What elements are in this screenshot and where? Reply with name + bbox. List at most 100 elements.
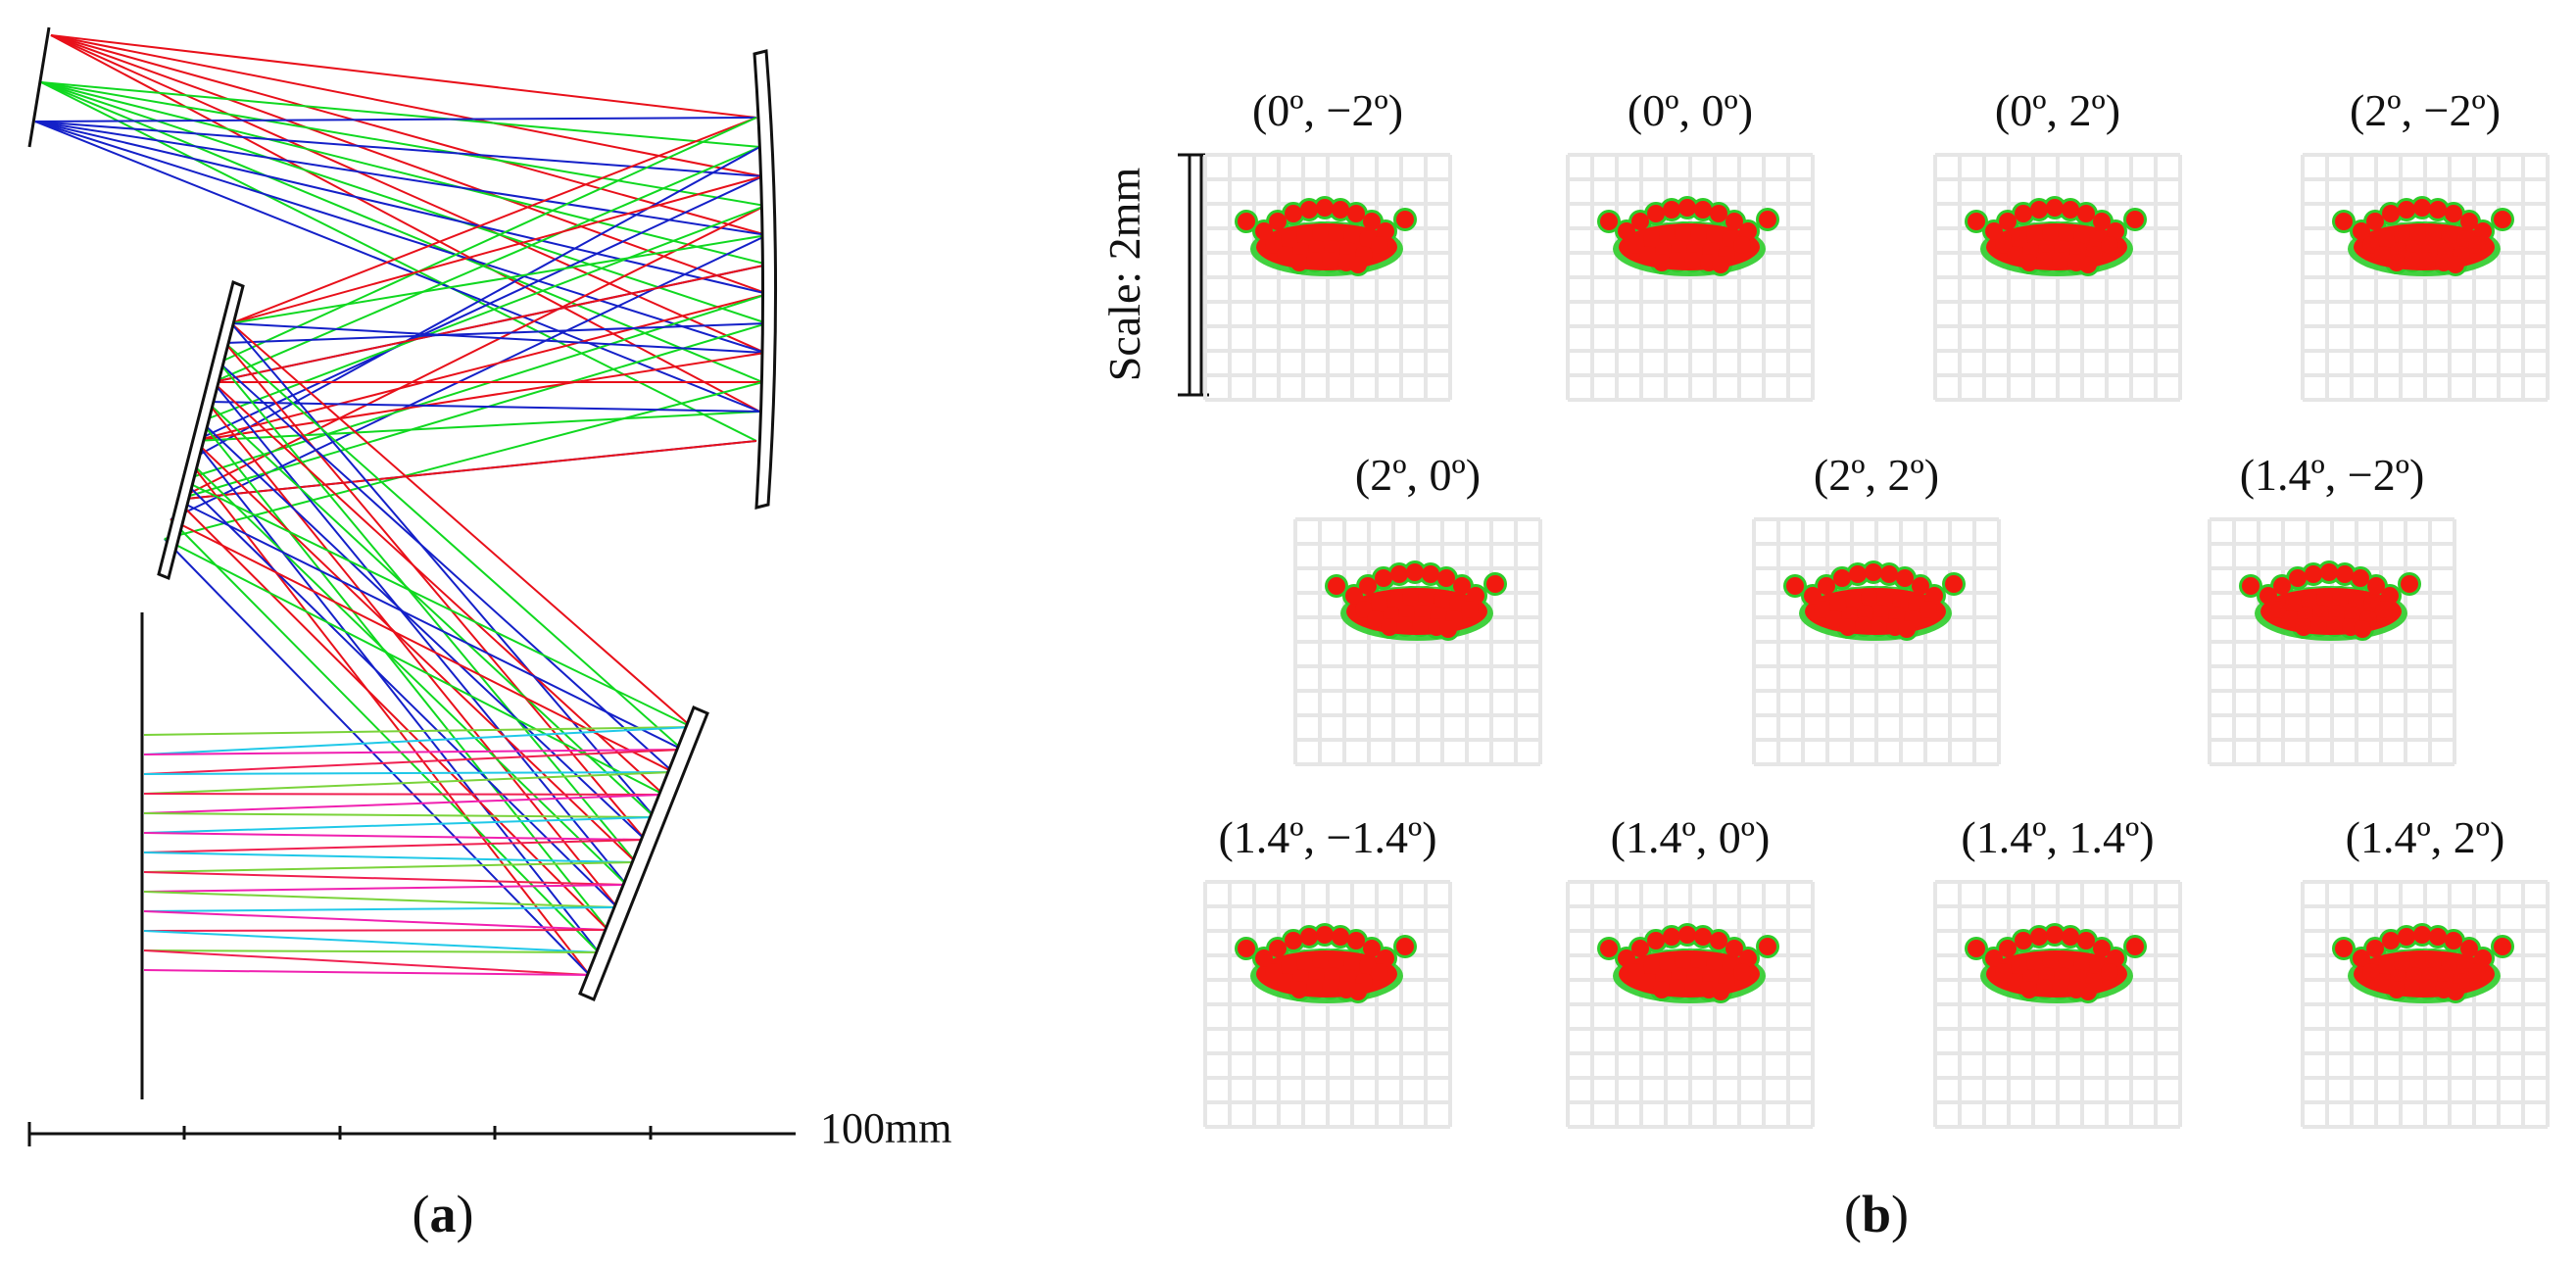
spot-point [1669,979,1686,997]
spot-point [2101,236,2118,254]
spot-point [2494,211,2511,228]
ray-line [143,861,637,873]
ray-line [50,34,766,354]
ray-line [50,34,757,119]
spot-point [1377,222,1394,240]
ray-line [143,884,627,893]
spot-point [2101,963,2118,981]
spot-point [2447,983,2464,1000]
spot-point [2126,211,2144,228]
spot-point [1759,211,1776,228]
spot-point [1290,981,1308,998]
spot-point [2413,199,2431,217]
ray-line [143,812,656,818]
spot-point [1396,616,1414,634]
ray-line [230,322,766,354]
spot-point [1422,565,1439,583]
ray-line [143,832,646,841]
spot-point [1281,957,1298,975]
spot-point [2077,205,2095,222]
scale-bar-label: 100mm [820,1104,951,1152]
spot-point [2030,201,2048,219]
field-angle-label: (1.4º, 2º) [2346,812,2505,862]
spot-point [2445,205,2462,222]
collimator-mirror [753,49,778,510]
spot-point [1328,577,1345,595]
spot-point [2398,201,2415,219]
spot-point [1265,963,1283,981]
spot-point [1375,569,1392,587]
spot-point [2441,953,2458,971]
spot-point [1710,205,1727,222]
spot-point [1968,213,1985,230]
ray-line [40,81,768,324]
spot-point [2310,616,2328,634]
spot-point [1412,616,1430,634]
spot-point [1759,938,1776,955]
spot-point [2382,205,2400,222]
ray-line [224,342,647,841]
spot-point [2348,591,2365,608]
spot-diagram-tile: (2º, 2º) [1752,450,2001,766]
spot-point [1912,577,1929,595]
ray-line [175,499,683,751]
spot-point [1255,222,1273,240]
spot-point [1238,213,1255,230]
spot-diagram-tile: (0º, −2º) [1203,85,1452,402]
spot-point [1678,926,1696,944]
spot-point [1876,589,1894,607]
ray-line [40,81,769,266]
spot-point [2374,246,2392,264]
spot-point [2468,236,2486,254]
spot-point [2316,589,2334,607]
spot-point [2011,230,2028,248]
spot-point [2401,575,2418,593]
ray-line [164,381,763,540]
spot-point [1277,246,1294,264]
spot-point [2425,224,2443,242]
spot-point [2460,213,2478,230]
spot-point [2015,932,2032,949]
spot-point [1332,928,1349,946]
ray-line [175,322,768,501]
ray-line [143,771,674,775]
spot-point [1898,620,1916,638]
ray-line [50,34,763,177]
ray-line [206,401,618,908]
spot-point [1861,589,1878,607]
spot-point [1381,618,1398,636]
spot-point [2413,926,2431,944]
spot-point [2366,940,2384,957]
spot-point [2020,254,2038,271]
spot-point [1406,563,1424,581]
spot-point [1690,224,1708,242]
scale-bar-2mm [1178,153,1209,397]
spot-point [1694,928,1712,946]
spot-point [1855,616,1872,634]
ray-line [34,121,766,354]
spot-point [2036,979,2054,997]
spot-diagram-tile: (0º, 2º) [1933,85,2182,402]
spot-point [1659,953,1677,971]
spot-point [1371,595,1388,612]
field-angle-label: (2º, −2º) [2350,85,2501,135]
spot-point [2260,587,2277,605]
ray-line [143,871,627,886]
spot-point [2052,979,2069,997]
caption-a: (a) [413,1185,474,1243]
ray-line [164,538,664,796]
spot-point [2042,951,2060,969]
spot-point [2336,565,2354,583]
ray-line [34,121,768,236]
spot-point [1296,953,1314,971]
spot-diagram-tile: (2º, 0º) [1293,450,1542,766]
spot-point [2281,610,2299,628]
spot-point [1396,211,1414,228]
spot-point [2468,963,2486,981]
ray-line [143,749,683,775]
spot-point [1618,222,1635,240]
spot-point [1453,577,1471,595]
spot-point [2020,981,2038,998]
spot-diagram-tile: (1.4º, −2º) [2208,450,2456,766]
spot-point [2378,957,2396,975]
